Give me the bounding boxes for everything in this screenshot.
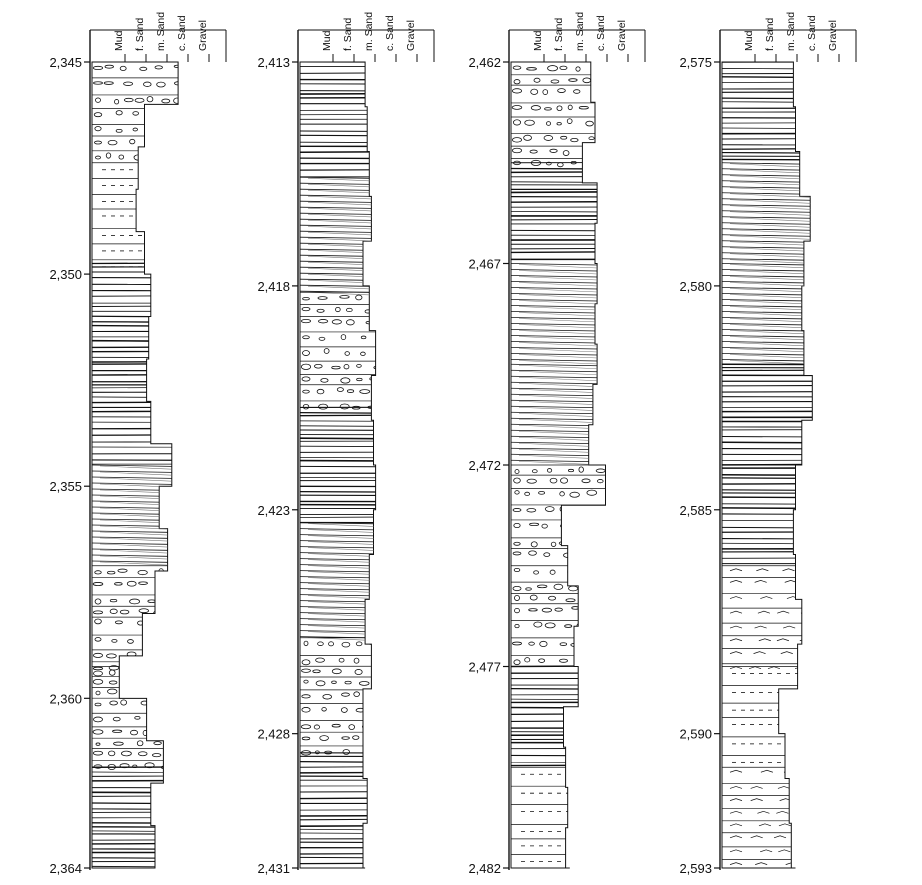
depth-tick-label: 2,428 bbox=[257, 727, 290, 742]
grain-size-label: f. Sand bbox=[764, 18, 776, 51]
log-column-2: Mud f. Sand m. Sand c. Sand Gravel 2,413 2,418… bbox=[257, 12, 435, 876]
depth-tick-label: 2,585 bbox=[679, 503, 712, 518]
grain-size-label: f. Sand bbox=[134, 18, 146, 51]
depth-tick-label: 2,431 bbox=[257, 861, 290, 876]
grain-size-label: c. Sand bbox=[384, 15, 396, 51]
grain-size-label: c. Sand bbox=[176, 15, 188, 51]
grain-size-label: Gravel bbox=[197, 20, 209, 51]
depth-tick-label: 2,345 bbox=[49, 55, 82, 70]
log-column-4: Mud f. Sand m. Sand c. Sand Gravel 2,575 2,580… bbox=[679, 12, 857, 876]
depth-tick-label: 2,418 bbox=[257, 279, 290, 294]
grain-size-label: Gravel bbox=[616, 20, 628, 51]
grain-size-label: c. Sand bbox=[806, 15, 818, 51]
log-column-3: Mud f. Sand m. Sand c. Sand Gravel 2,462 2,467… bbox=[468, 12, 646, 876]
depth-tick-label: 2,355 bbox=[49, 479, 82, 494]
depth-tick-label: 2,364 bbox=[49, 861, 82, 876]
depth-tick-label: 2,590 bbox=[679, 727, 712, 742]
log-column-1: Mud f. Sand m. Sand c. Sand Gravel 2,345 2,350… bbox=[49, 12, 227, 876]
depth-tick-label: 2,423 bbox=[257, 503, 290, 518]
grain-size-header: Mud f. Sand m. Sand c. Sand Gravel bbox=[90, 12, 227, 62]
grain-size-header: Mud f. Sand m. Sand c. Sand Gravel bbox=[509, 12, 646, 62]
grain-size-header: Mud f. Sand m. Sand c. Sand Gravel bbox=[720, 12, 857, 62]
grain-size-label: m. Sand bbox=[363, 12, 375, 51]
depth-tick-label: 2,575 bbox=[679, 55, 712, 70]
grain-size-label: m. Sand bbox=[785, 12, 797, 51]
grain-size-label: m. Sand bbox=[574, 12, 586, 51]
depth-tick-label: 2,462 bbox=[468, 55, 501, 70]
grain-size-label: f. Sand bbox=[342, 18, 354, 51]
lithology-texture bbox=[300, 62, 376, 865]
depth-tick-label: 2,580 bbox=[679, 279, 712, 294]
lithology-profile bbox=[299, 61, 377, 869]
depth-tick-label: 2,467 bbox=[468, 257, 501, 272]
grain-size-label: Mud bbox=[321, 30, 333, 51]
grain-size-label: Gravel bbox=[405, 20, 417, 51]
depth-tick-label: 2,472 bbox=[468, 458, 501, 473]
depth-tick-label: 2,593 bbox=[679, 861, 712, 876]
grain-size-label: Mud bbox=[113, 30, 125, 51]
grain-size-label: m. Sand bbox=[155, 12, 167, 51]
depth-tick-label: 2,413 bbox=[257, 55, 290, 70]
grain-size-label: f. Sand bbox=[553, 18, 565, 51]
grain-size-label: Mud bbox=[532, 30, 544, 51]
grain-size-label: c. Sand bbox=[595, 15, 607, 51]
depth-tick-label: 2,360 bbox=[49, 691, 82, 706]
depth-tick-label: 2,350 bbox=[49, 267, 82, 282]
depth-tick-label: 2,482 bbox=[468, 861, 501, 876]
grain-size-label: Mud bbox=[743, 30, 755, 51]
depth-tick-label: 2,477 bbox=[468, 660, 501, 675]
grain-size-label: Gravel bbox=[827, 20, 839, 51]
grain-size-header: Mud f. Sand m. Sand c. Sand Gravel bbox=[298, 12, 435, 62]
